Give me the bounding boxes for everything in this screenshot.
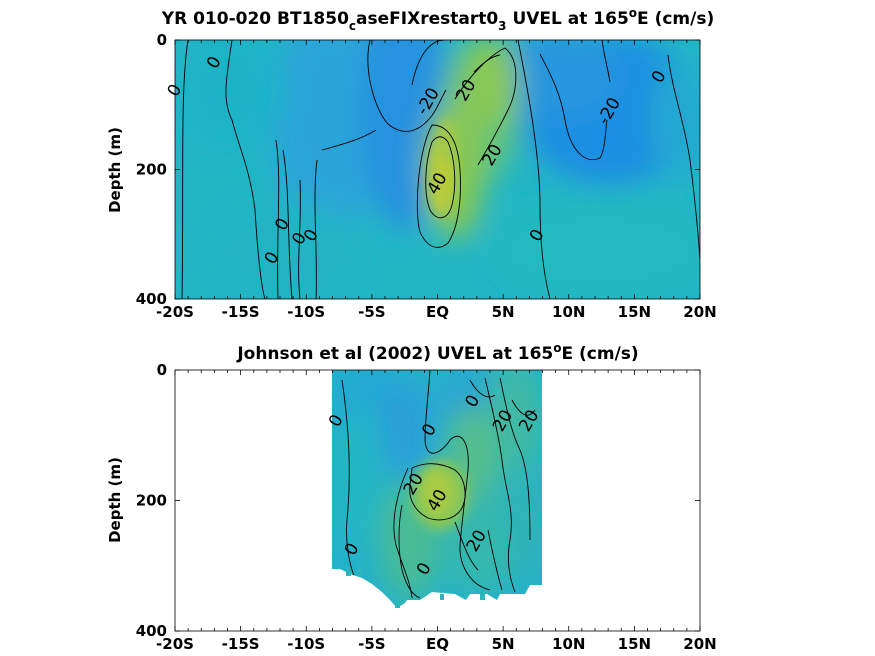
x-tick-label: -20S [156, 303, 194, 321]
chart-2-ticks [174, 369, 701, 632]
chart-1-title: YR 010-020 BT1850caseFIXrestart03 UVEL a… [161, 6, 714, 33]
chart-2-y-tick-labels: 0 200 400 [136, 361, 167, 640]
x-tick-label: 15N [618, 635, 651, 653]
x-tick-label: 10N [552, 635, 585, 653]
data-edge-block [480, 594, 485, 600]
chart-2-x-tick-labels: -20S -15S -10S -5S EQ 5N 10N 15N 20N [156, 635, 717, 653]
x-tick-label: -10S [287, 635, 325, 653]
x-tick-label: -10S [287, 303, 325, 321]
x-tick-label: -20S [156, 635, 194, 653]
x-tick-label: EQ [426, 303, 449, 321]
x-tick-label: EQ [426, 635, 449, 653]
chart-1-ylabel: Depth (m) [106, 127, 124, 213]
chart-1-contours [181, 40, 700, 299]
chart-1-heatmap [175, 40, 700, 299]
chart-1-y-tick-labels: 0 200 400 [136, 31, 167, 308]
data-edge-block [440, 594, 444, 600]
y-tick-label: 200 [136, 492, 167, 510]
data-edge-block [538, 540, 542, 550]
chart-1-x-tick-labels: -20S -15S -10S -5S EQ 5N 10N 15N 20N [156, 303, 717, 321]
y-tick-label: 0 [157, 361, 167, 379]
data-edge-block [346, 568, 351, 576]
x-tick-label: 5N [492, 635, 515, 653]
x-tick-label: -5S [358, 303, 385, 321]
chart-2-title: Johnson et al (2002) UVEL at 165oE (cm/s… [236, 341, 638, 364]
x-tick-label: -15S [222, 303, 260, 321]
x-tick-label: -5S [358, 635, 385, 653]
x-tick-label: 20N [683, 303, 716, 321]
y-tick-label: 200 [136, 161, 167, 179]
y-tick-label: 0 [157, 31, 167, 49]
chart-2-contours [341, 370, 536, 599]
x-tick-label: 20N [683, 635, 716, 653]
chart-2-edge-blocks [346, 455, 542, 608]
chart-2-ylabel: Depth (m) [106, 457, 124, 543]
chart-panel-1: YR 010-020 BT1850caseFIXrestart03 UVEL a… [106, 6, 717, 321]
data-edge-block [358, 568, 362, 576]
x-tick-label: 15N [618, 303, 651, 321]
x-tick-label: 5N [492, 303, 515, 321]
x-tick-label: -15S [222, 635, 260, 653]
data-edge-block [538, 455, 542, 467]
y-tick-label: 400 [136, 622, 167, 640]
chart-1-ticks [174, 39, 701, 300]
data-edge-block [395, 600, 400, 608]
y-tick-label: 400 [136, 290, 167, 308]
chart-panel-2: Johnson et al (2002) UVEL at 165oE (cm/s… [106, 341, 717, 653]
x-tick-label: 10N [552, 303, 585, 321]
